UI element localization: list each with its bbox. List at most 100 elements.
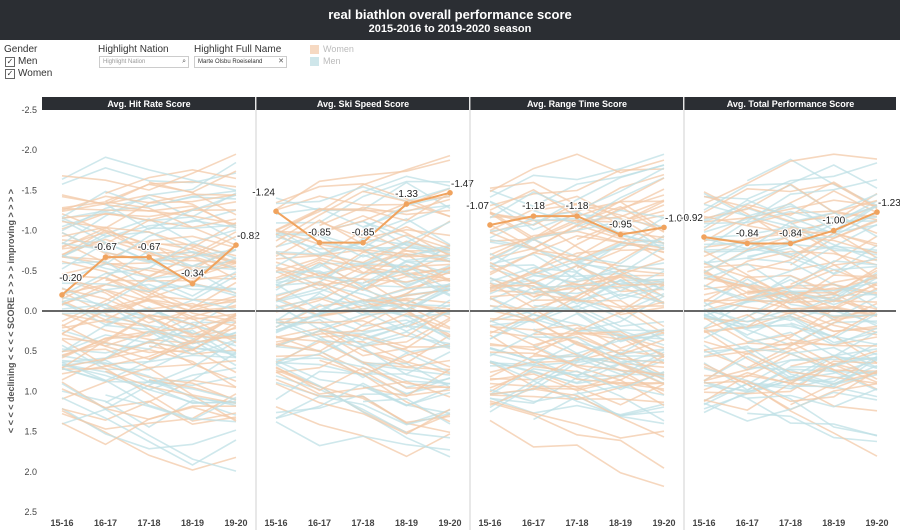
background-athlete-lines [703, 153, 878, 457]
athlete-line [275, 321, 451, 385]
highlight-point[interactable] [403, 201, 410, 207]
athlete-line [319, 251, 451, 280]
athlete-line [489, 199, 665, 242]
clear-icon[interactable]: ✕ [278, 58, 284, 65]
highlight-data-label: -0.67 [138, 242, 161, 253]
y-tick-label: -2.0 [21, 145, 37, 155]
panel-header [256, 97, 469, 110]
athlete-line [703, 223, 878, 287]
legend-label: Women [323, 44, 354, 54]
y-axis-label: < < < < declining < < < < SCORE > > > > … [6, 189, 16, 433]
x-tick-label: 19-20 [652, 518, 675, 528]
athlete-line [61, 283, 237, 311]
name-filter-label: Highlight Full Name [194, 44, 282, 55]
athlete-line [275, 270, 451, 307]
athlete-line [275, 159, 451, 210]
athlete-line [703, 342, 878, 382]
highlight-point[interactable] [273, 208, 279, 215]
athlete-line [61, 393, 237, 430]
legend-item-women[interactable]: Women [310, 44, 354, 54]
checkbox-icon: ✓ [5, 68, 15, 79]
highlight-data-label: -1.33 [395, 189, 418, 200]
athlete-line [703, 193, 878, 251]
athlete-line [489, 252, 665, 291]
highlight-point[interactable] [830, 227, 837, 234]
athlete-line [703, 274, 878, 304]
highlight-point[interactable] [189, 280, 196, 287]
highlight-point[interactable] [102, 254, 109, 260]
athlete-line [319, 328, 451, 368]
athlete-line [703, 370, 878, 406]
highlight-point[interactable] [617, 231, 624, 238]
highlight-point[interactable] [233, 242, 239, 248]
athlete-line [61, 355, 237, 404]
highlight-point[interactable] [744, 240, 751, 247]
athlete-line [533, 329, 665, 385]
athlete-line [489, 319, 665, 363]
athlete-line [703, 199, 878, 223]
athlete-line [703, 215, 878, 259]
athlete-line [703, 289, 878, 340]
athlete-line [275, 229, 451, 253]
athlete-line [61, 407, 237, 450]
athlete-line [703, 308, 878, 323]
highlight-data-label: -1.47 [451, 179, 474, 190]
chart-subtitle: 2015-2016 to 2019-2020 season [368, 23, 532, 35]
nation-search-input[interactable]: Highlight Nation ⌕ [99, 56, 189, 68]
highlight-point[interactable] [574, 213, 580, 219]
athlete-line [362, 397, 451, 425]
athlete-line [703, 277, 878, 303]
highlight-point[interactable] [360, 239, 366, 246]
gender-checkbox-men[interactable]: ✓ Men [5, 56, 37, 67]
athlete-line [489, 234, 665, 276]
x-tick-label: 15-16 [692, 518, 715, 528]
highlight-point[interactable] [59, 292, 65, 298]
athlete-line [489, 195, 665, 245]
highlight-data-label: -0.85 [352, 228, 375, 239]
panel-header [470, 97, 683, 110]
athlete-line [703, 369, 878, 403]
legend-swatch [310, 44, 319, 54]
athlete-line [703, 153, 878, 205]
athlete-line [489, 261, 665, 287]
highlight-point[interactable] [661, 224, 667, 231]
legend-item-men[interactable]: Men [310, 56, 341, 66]
highlight-data-label: -1.00 [822, 216, 845, 227]
x-tick-label: 19-20 [224, 518, 247, 528]
athlete-line [61, 242, 237, 270]
athlete-line [489, 360, 665, 391]
highlight-point[interactable] [530, 213, 537, 219]
athlete-line [61, 388, 237, 426]
highlight-point[interactable] [487, 222, 493, 228]
highlight-point[interactable] [874, 209, 880, 215]
name-search-input[interactable]: Marte Olsbu Roeiseland ✕ [194, 56, 287, 68]
athlete-line [275, 240, 451, 264]
athlete-line [61, 364, 237, 404]
athlete-line [61, 156, 237, 192]
athlete-line [275, 363, 451, 458]
athlete-line [703, 182, 878, 214]
gender-option-label: Men [18, 56, 38, 67]
athlete-line [61, 354, 237, 365]
athlete-line [489, 397, 665, 416]
highlight-point[interactable] [316, 239, 323, 246]
highlight-data-label: -1.24 [252, 187, 275, 198]
gender-checkbox-women[interactable]: ✓ Women [5, 68, 52, 79]
panel-title: Avg. Range Time Score [527, 99, 627, 109]
x-tick-label: 16-17 [736, 518, 759, 528]
highlight-point[interactable] [787, 240, 794, 247]
athlete-line [61, 201, 237, 229]
y-tick-label: 2.5 [24, 507, 37, 517]
athlete-line [703, 225, 878, 262]
athlete-line [489, 360, 665, 390]
highlight-point[interactable] [447, 190, 453, 196]
x-tick-label: 18-19 [181, 518, 204, 528]
highlight-point[interactable] [146, 254, 152, 260]
highlight-point[interactable] [701, 234, 707, 240]
athlete-line [489, 330, 665, 396]
athlete-line [275, 307, 451, 338]
athlete-line [275, 252, 451, 313]
highlight-data-label: -0.85 [308, 228, 331, 239]
athlete-line [489, 153, 665, 198]
athlete-line [61, 274, 237, 321]
